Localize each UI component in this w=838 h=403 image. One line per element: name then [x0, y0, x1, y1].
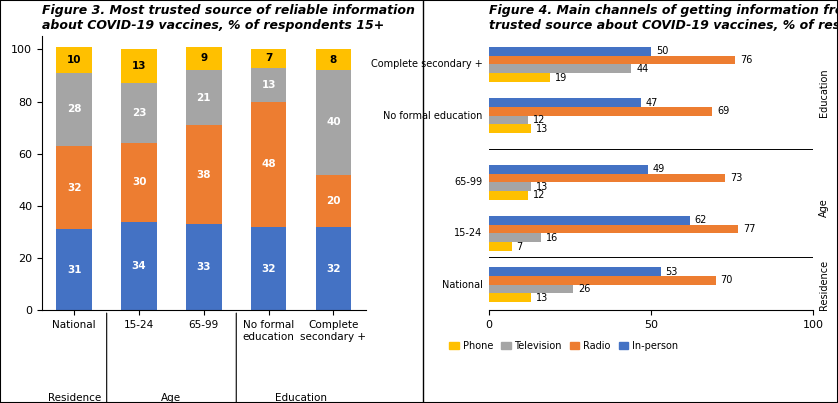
Text: 21: 21 [197, 93, 211, 103]
Text: Residence: Residence [48, 393, 101, 403]
Text: 13: 13 [535, 124, 548, 134]
Bar [489, 233, 541, 242]
Text: 65-99: 65-99 [454, 177, 483, 187]
Text: 26: 26 [578, 284, 591, 294]
Bar [316, 174, 351, 227]
Bar [251, 49, 287, 68]
Bar [489, 64, 632, 73]
Bar [489, 107, 712, 116]
Bar [251, 102, 287, 227]
Text: 70: 70 [721, 275, 733, 285]
Bar [56, 146, 92, 229]
Bar [489, 225, 738, 233]
Bar [489, 216, 690, 225]
Bar [56, 73, 92, 146]
Text: 28: 28 [67, 104, 81, 114]
Text: 50: 50 [656, 46, 668, 56]
Legend: Phone, Television, Radio, In-person: Phone, Television, Radio, In-person [445, 337, 682, 355]
Bar [122, 143, 157, 222]
Text: 30: 30 [132, 177, 147, 187]
Text: 62: 62 [695, 216, 707, 225]
Text: 8: 8 [330, 55, 337, 65]
Bar [489, 56, 735, 64]
Text: Age: Age [162, 393, 182, 403]
Bar [489, 267, 660, 276]
Text: Residence: Residence [820, 260, 830, 310]
Bar [489, 165, 648, 174]
Text: Education: Education [275, 393, 327, 403]
Text: 47: 47 [646, 98, 659, 108]
Text: 13: 13 [261, 79, 276, 89]
Bar [186, 125, 222, 224]
Bar [186, 47, 222, 70]
Text: 53: 53 [665, 267, 678, 276]
Text: 48: 48 [261, 159, 276, 169]
Text: Education: Education [820, 68, 830, 117]
Bar [489, 116, 528, 125]
Bar [489, 276, 716, 285]
Text: Figure 4. Main channels of getting information from the most
trusted source abou: Figure 4. Main channels of getting infor… [489, 4, 838, 32]
Bar [122, 222, 157, 310]
Text: 12: 12 [533, 115, 545, 125]
Text: 20: 20 [326, 196, 341, 206]
Text: 38: 38 [197, 170, 211, 180]
Text: 13: 13 [535, 182, 548, 191]
Bar [489, 98, 641, 107]
Text: 33: 33 [197, 262, 211, 272]
Text: 69: 69 [717, 106, 730, 116]
Bar [251, 68, 287, 102]
Text: Complete secondary +: Complete secondary + [370, 59, 483, 69]
Bar [122, 83, 157, 143]
Text: National: National [442, 280, 483, 290]
Bar [56, 47, 92, 73]
Text: 12: 12 [533, 190, 545, 200]
Bar [489, 285, 573, 293]
Bar [489, 125, 531, 133]
Text: 32: 32 [67, 183, 81, 193]
Text: 13: 13 [132, 61, 147, 71]
Bar [186, 70, 222, 125]
Bar [489, 293, 531, 302]
Text: 10: 10 [67, 55, 81, 65]
Text: 76: 76 [740, 55, 753, 65]
Bar [489, 174, 726, 182]
Text: 13: 13 [535, 293, 548, 303]
Bar [489, 242, 512, 251]
Bar [489, 47, 651, 56]
Text: 31: 31 [67, 265, 81, 275]
Text: 77: 77 [743, 224, 756, 234]
Bar [56, 229, 92, 310]
Bar [122, 49, 157, 83]
Text: 34: 34 [132, 261, 147, 271]
Text: Age: Age [820, 199, 830, 217]
Bar [316, 227, 351, 310]
Text: 44: 44 [636, 64, 649, 74]
Text: 19: 19 [556, 73, 567, 83]
Text: 7: 7 [516, 241, 523, 251]
Text: 32: 32 [261, 264, 276, 274]
Text: 9: 9 [200, 54, 208, 63]
Text: 73: 73 [730, 173, 742, 183]
Text: 40: 40 [326, 117, 341, 127]
Text: No formal education: No formal education [383, 111, 483, 120]
Text: 7: 7 [265, 54, 272, 63]
Text: 49: 49 [653, 164, 665, 174]
Bar [186, 224, 222, 310]
Text: 16: 16 [546, 233, 558, 243]
Text: 15-24: 15-24 [454, 229, 483, 239]
Bar [489, 73, 551, 82]
Bar [316, 70, 351, 174]
Text: 32: 32 [326, 264, 341, 274]
Bar [489, 191, 528, 199]
Bar [251, 227, 287, 310]
Bar [316, 49, 351, 70]
Text: Figure 3. Most trusted source of reliable information
about COVID-19 vaccines, %: Figure 3. Most trusted source of reliabl… [42, 4, 415, 32]
Text: 23: 23 [132, 108, 147, 118]
Bar [489, 182, 531, 191]
